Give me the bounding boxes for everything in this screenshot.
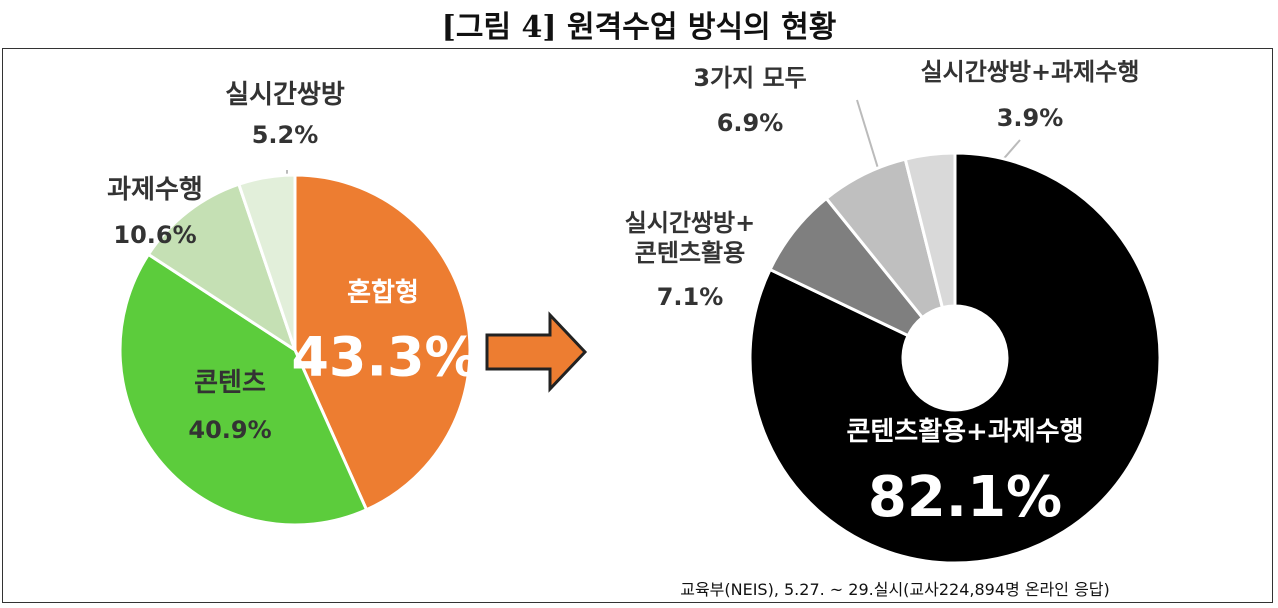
category-label: 혼합형: [347, 277, 419, 308]
value-label: 43.3%: [291, 325, 479, 389]
category-label: 3가지 모두: [693, 64, 807, 92]
value-label: 82.1%: [867, 465, 1063, 530]
value-label: 10.6%: [113, 221, 197, 249]
category-label: 실시간쌍방+ 콘텐츠활용: [624, 209, 756, 267]
arrow: [485, 311, 588, 393]
slice: [118, 252, 369, 527]
slice: [146, 182, 298, 354]
frame: [2, 48, 1273, 603]
slice: [748, 151, 1162, 565]
value-label: 6.9%: [716, 109, 784, 137]
value-label: 5.2%: [251, 121, 319, 149]
title: [그림 4] 원격수업 방식의 현황: [441, 10, 837, 45]
value-label: 7.1%: [656, 283, 724, 311]
value-label: 3.9%: [996, 104, 1064, 132]
slice: [293, 173, 472, 512]
value-label: 40.9%: [188, 416, 272, 444]
category-label: 과제수행: [107, 174, 203, 205]
slice: [236, 173, 297, 351]
category-label: 콘텐츠활용+과제수행: [846, 416, 1084, 447]
category-label: 실시간쌍방: [225, 79, 345, 110]
category-label: 콘텐츠: [194, 367, 266, 398]
source: 교육부(NEIS), 5.27. ~ 29.실시(교사224,894명 온라인 …: [680, 580, 1110, 599]
category-label: 실시간쌍방+과제수행: [920, 58, 1140, 86]
slice: [903, 151, 957, 310]
